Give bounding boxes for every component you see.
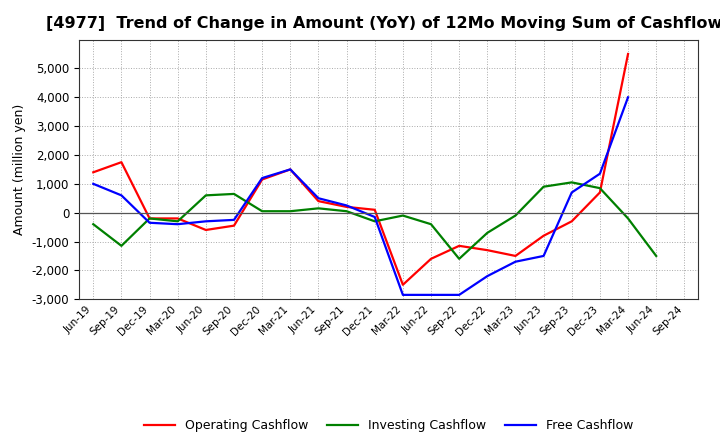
Operating Cashflow	[117, 160, 126, 165]
Investing Cashflow	[145, 216, 154, 221]
Operating Cashflow	[258, 177, 266, 182]
Investing Cashflow	[652, 253, 660, 259]
Investing Cashflow	[314, 205, 323, 211]
Investing Cashflow	[230, 191, 238, 197]
Investing Cashflow	[399, 213, 408, 218]
Operating Cashflow	[567, 219, 576, 224]
Operating Cashflow	[511, 253, 520, 259]
Investing Cashflow	[202, 193, 210, 198]
Free Cashflow	[258, 176, 266, 181]
Free Cashflow	[595, 171, 604, 176]
Free Cashflow	[314, 196, 323, 201]
Line: Free Cashflow: Free Cashflow	[94, 97, 628, 295]
Investing Cashflow	[370, 219, 379, 224]
Investing Cashflow	[624, 216, 632, 221]
Operating Cashflow	[455, 243, 464, 249]
Operating Cashflow	[314, 198, 323, 204]
Free Cashflow	[230, 217, 238, 223]
Investing Cashflow	[455, 256, 464, 261]
Free Cashflow	[427, 292, 436, 297]
Investing Cashflow	[539, 184, 548, 189]
Title: [4977]  Trend of Change in Amount (YoY) of 12Mo Moving Sum of Cashflows: [4977] Trend of Change in Amount (YoY) o…	[46, 16, 720, 32]
Free Cashflow	[539, 253, 548, 259]
Operating Cashflow	[483, 248, 492, 253]
Free Cashflow	[399, 292, 408, 297]
Legend: Operating Cashflow, Investing Cashflow, Free Cashflow: Operating Cashflow, Investing Cashflow, …	[139, 414, 639, 437]
Operating Cashflow	[202, 227, 210, 233]
Investing Cashflow	[595, 186, 604, 191]
Free Cashflow	[511, 259, 520, 264]
Free Cashflow	[455, 292, 464, 297]
Free Cashflow	[286, 167, 294, 172]
Investing Cashflow	[174, 219, 182, 224]
Operating Cashflow	[399, 282, 408, 287]
Operating Cashflow	[370, 207, 379, 213]
Free Cashflow	[202, 219, 210, 224]
Operating Cashflow	[145, 216, 154, 221]
Free Cashflow	[174, 222, 182, 227]
Investing Cashflow	[258, 209, 266, 214]
Investing Cashflow	[567, 180, 576, 185]
Operating Cashflow	[230, 223, 238, 228]
Investing Cashflow	[89, 222, 98, 227]
Investing Cashflow	[483, 230, 492, 235]
Operating Cashflow	[427, 256, 436, 261]
Operating Cashflow	[539, 233, 548, 238]
Free Cashflow	[483, 274, 492, 279]
Operating Cashflow	[286, 167, 294, 172]
Free Cashflow	[117, 193, 126, 198]
Operating Cashflow	[89, 170, 98, 175]
Investing Cashflow	[511, 213, 520, 218]
Line: Operating Cashflow: Operating Cashflow	[94, 54, 628, 285]
Line: Investing Cashflow: Investing Cashflow	[94, 182, 656, 259]
Operating Cashflow	[624, 51, 632, 57]
Investing Cashflow	[342, 209, 351, 214]
Investing Cashflow	[117, 243, 126, 249]
Free Cashflow	[370, 214, 379, 220]
Free Cashflow	[145, 220, 154, 225]
Operating Cashflow	[174, 216, 182, 221]
Free Cashflow	[624, 95, 632, 100]
Free Cashflow	[567, 190, 576, 195]
Free Cashflow	[89, 181, 98, 187]
Investing Cashflow	[286, 209, 294, 214]
Investing Cashflow	[427, 222, 436, 227]
Operating Cashflow	[595, 190, 604, 195]
Y-axis label: Amount (million yen): Amount (million yen)	[13, 104, 26, 235]
Free Cashflow	[342, 203, 351, 208]
Operating Cashflow	[342, 204, 351, 209]
